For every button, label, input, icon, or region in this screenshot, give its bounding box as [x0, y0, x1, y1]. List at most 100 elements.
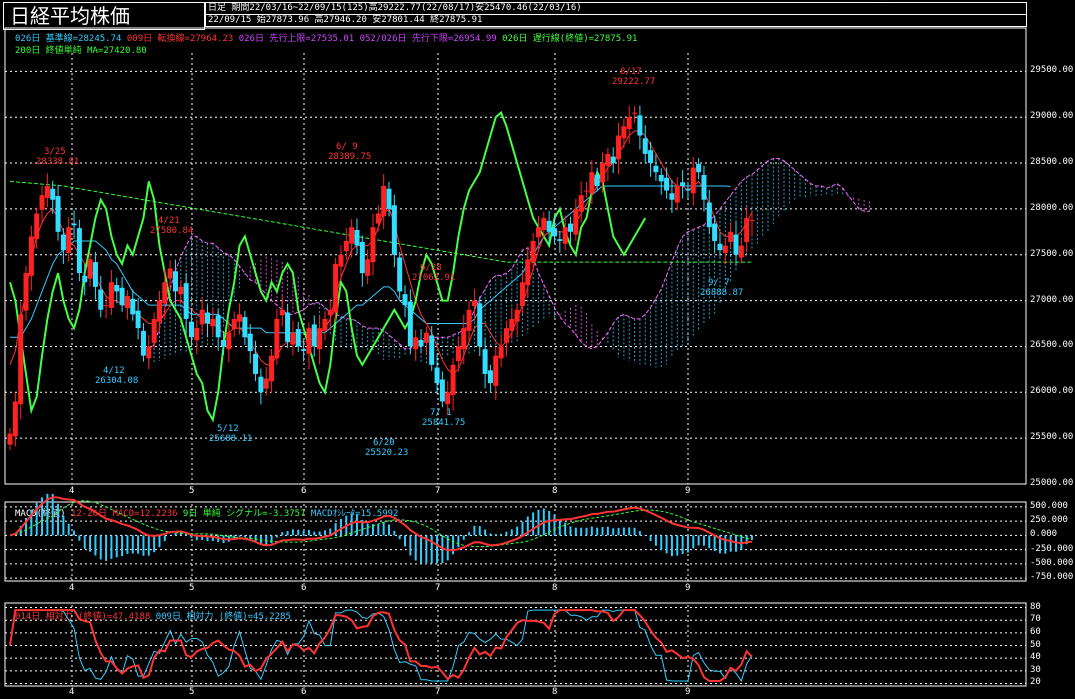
candle-body	[183, 283, 189, 319]
annotation-date: 9/ 7	[708, 278, 730, 288]
candle-body	[285, 312, 291, 342]
candle-body	[71, 223, 77, 226]
candle-body	[455, 346, 461, 362]
candle-body	[418, 340, 424, 347]
candle-body	[188, 321, 194, 338]
candle-body	[674, 185, 680, 203]
candle-body	[690, 167, 696, 194]
candle-body	[578, 195, 584, 212]
x-tick-label: 8	[552, 687, 558, 697]
annotation-price: 27580.84	[150, 226, 194, 236]
legend-entry: 009日 転換線=27964.23	[126, 34, 239, 44]
candle-body	[359, 241, 365, 274]
candle-body	[23, 273, 29, 311]
annotation-date: 6/ 9	[336, 142, 358, 152]
candle-body	[461, 328, 467, 350]
candle-body	[541, 218, 547, 230]
candle-body	[333, 263, 339, 313]
legend-entry: MACD(終値)	[15, 509, 66, 519]
rsi-tick-label: 60	[1030, 626, 1041, 637]
annotation-date: 5/12	[217, 424, 239, 434]
candle-body	[637, 115, 643, 136]
x-tick-label: 9	[685, 583, 691, 593]
candle-body	[477, 303, 483, 347]
candle-body	[322, 318, 328, 331]
candle-body	[728, 231, 734, 242]
price-tick-label: 28000.00	[1030, 202, 1074, 213]
candle-body	[237, 314, 243, 322]
panel-frame	[4, 27, 1027, 485]
candle-body	[605, 153, 611, 166]
price-tick-label: 25500.00	[1030, 432, 1074, 443]
candle-body	[279, 309, 285, 316]
candle-body	[653, 165, 659, 173]
rsi14-line	[9, 609, 753, 682]
candle-body	[317, 328, 323, 350]
candle-body	[87, 259, 93, 279]
candle-body	[199, 309, 205, 325]
candle-body	[509, 318, 515, 331]
rsi-tick-label: 70	[1030, 614, 1041, 625]
candle-body	[445, 392, 451, 405]
candle-body	[247, 333, 253, 352]
x-tick-label: 9	[685, 687, 691, 697]
candle-body	[413, 337, 419, 350]
candle-body	[28, 236, 34, 276]
candle-body	[370, 227, 376, 263]
candle-body	[514, 309, 520, 322]
legend-entry: 200日 終値単純 MA=27420.80	[15, 46, 147, 56]
candle-body	[12, 401, 18, 437]
candle-body	[696, 163, 702, 173]
candle-body	[466, 309, 472, 331]
candle-body	[215, 315, 221, 338]
candle-body	[82, 275, 88, 283]
candle-body	[290, 332, 296, 345]
x-tick-label: 7	[435, 486, 441, 496]
price-tick-label: 29500.00	[1030, 65, 1074, 76]
candle-body	[50, 188, 56, 200]
candle-body	[7, 433, 13, 445]
price-tick-label: 29000.00	[1030, 111, 1074, 122]
candle-body	[397, 257, 403, 292]
candle-body	[685, 188, 691, 191]
macd-tick-label: 250.000	[1030, 515, 1068, 526]
candle-body	[231, 318, 237, 330]
candle-body	[717, 243, 723, 251]
panel-frame	[4, 501, 1027, 582]
candle-body	[55, 196, 61, 232]
candle-body	[140, 330, 146, 356]
price-tick-label: 27000.00	[1030, 294, 1074, 305]
candle-body	[269, 355, 275, 382]
candle-body	[621, 126, 627, 139]
candle-body	[669, 193, 675, 200]
annotation-date: 4/12	[103, 366, 125, 376]
candle-body	[530, 240, 536, 263]
legend-entry: 026日 先行上限=27535.01	[238, 34, 360, 44]
candle-body	[221, 340, 227, 347]
senkou-span-a-line	[148, 157, 870, 352]
candle-body	[589, 172, 595, 194]
candle-body	[600, 163, 606, 183]
macd-tick-label: -750.000	[1030, 572, 1074, 583]
candle-body	[194, 328, 200, 341]
macd-tick-label: -250.000	[1030, 543, 1074, 554]
annotation-price: 25688.11	[209, 434, 253, 444]
macd-tick-label: 500.000	[1030, 500, 1068, 511]
annotation-price: 29222.77	[612, 77, 656, 87]
annotation-price: 25841.75	[422, 418, 466, 428]
candle-body	[519, 282, 525, 307]
kijun-line	[10, 185, 731, 338]
annotation-date: 8/17	[620, 67, 642, 77]
candle-body	[429, 335, 435, 365]
candle-body	[546, 220, 552, 232]
macd-tick-label: -500.000	[1030, 557, 1074, 568]
rsi-tick-label: 20	[1030, 677, 1041, 688]
annotation-price: 26888.87	[700, 288, 744, 298]
candle-body	[210, 318, 216, 327]
candle-body	[562, 227, 568, 244]
legend-entry: 026日 基準線=28245.74	[15, 34, 127, 44]
macd-legend: MACD(終値) 12-26日 MACD=12.2236 9日 単純 シグナル=…	[15, 506, 398, 519]
annotation-price: 27062.91	[412, 273, 456, 283]
candle-body	[557, 239, 563, 241]
candle-body	[151, 318, 157, 343]
